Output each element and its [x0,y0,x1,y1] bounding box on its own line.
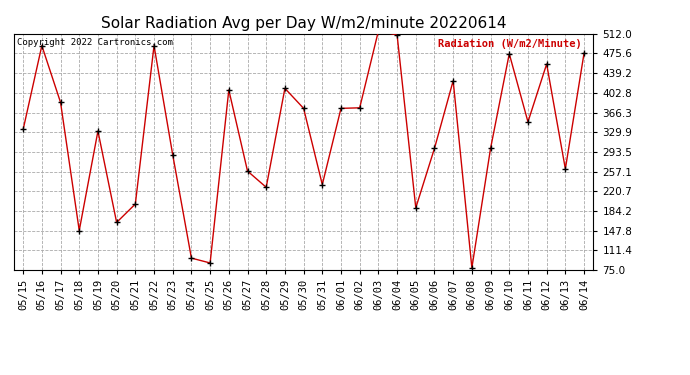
Title: Solar Radiation Avg per Day W/m2/minute 20220614: Solar Radiation Avg per Day W/m2/minute … [101,16,506,31]
Text: Radiation (W/m2/Minute): Radiation (W/m2/Minute) [438,39,582,48]
Text: Copyright 2022 Cartronics.com: Copyright 2022 Cartronics.com [17,39,172,48]
